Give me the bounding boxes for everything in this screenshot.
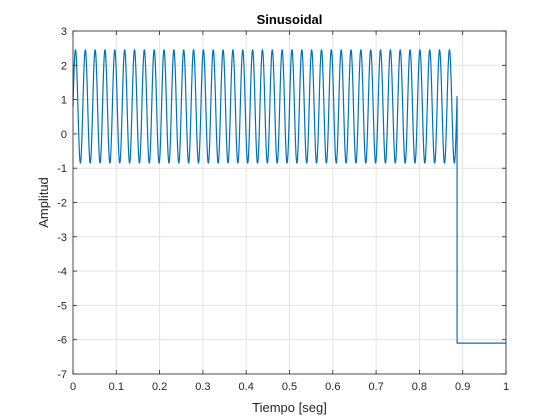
- ticks: 0 0.1 0.2 0.3 0.4 0.5 0.6 0.7 0.8 0.9 1 -7 -6 -5 -4 -3 -…: [57, 26, 509, 393]
- y-tick-label: 2: [61, 60, 67, 72]
- x-tick-label: 1: [503, 381, 509, 393]
- y-tick-label: 1: [61, 95, 67, 107]
- x-tick-label: 0.2: [152, 381, 167, 393]
- x-tick-label: 0.5: [282, 381, 297, 393]
- y-tick-label: -1: [57, 163, 67, 175]
- y-tick-label: 3: [61, 26, 67, 38]
- x-tick-label: 0.9: [455, 381, 470, 393]
- x-tick-label: 0.4: [239, 381, 254, 393]
- y-tick-label: -6: [57, 335, 67, 347]
- chart-title: Sinusoidal: [257, 12, 323, 27]
- x-tick-label: 0.6: [325, 381, 340, 393]
- series-line: [72, 49, 506, 344]
- x-tick-label: 0.3: [195, 381, 210, 393]
- x-tick-label: 0.1: [109, 381, 124, 393]
- y-axis-label: Amplitud: [36, 177, 51, 228]
- x-tick-label: 0.8: [412, 381, 427, 393]
- x-tick-label: 0: [70, 381, 76, 393]
- x-tick-label: 0.7: [368, 381, 383, 393]
- y-tick-label: -7: [57, 369, 67, 381]
- y-tick-label: -4: [57, 266, 67, 278]
- y-tick-label: 0: [61, 129, 67, 141]
- y-tick-label: -3: [57, 232, 67, 244]
- x-axis-label: Tiempo [seg]: [252, 400, 327, 415]
- series-layer: [72, 49, 506, 344]
- y-tick-label: -2: [57, 198, 67, 210]
- y-tick-label: -5: [57, 300, 67, 312]
